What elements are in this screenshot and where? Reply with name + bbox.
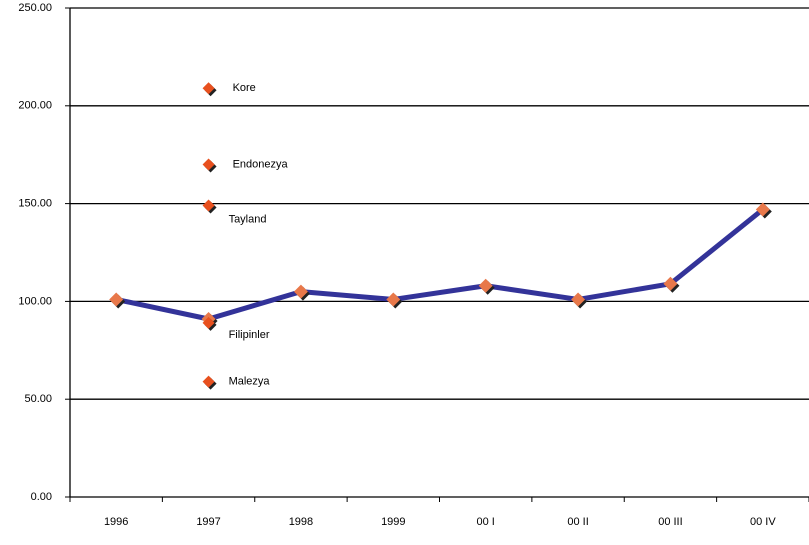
country-point bbox=[202, 82, 215, 95]
series-line bbox=[115, 207, 765, 322]
line-marker bbox=[755, 202, 770, 217]
point-label: Malezya bbox=[229, 376, 271, 388]
y-tick-label: 250.00 bbox=[18, 2, 52, 14]
y-tick-label: 150.00 bbox=[18, 198, 52, 210]
country-point bbox=[202, 158, 215, 171]
line-marker bbox=[386, 292, 401, 307]
point-label: Tayland bbox=[229, 213, 267, 225]
point-label: Kore bbox=[233, 82, 256, 94]
x-tick-label: 1999 bbox=[381, 516, 405, 528]
y-tick-label: 200.00 bbox=[18, 100, 52, 112]
line-marker bbox=[571, 292, 586, 307]
x-tick-label: 1996 bbox=[104, 516, 128, 528]
point-label: Endonezya bbox=[233, 158, 289, 170]
line-marker bbox=[478, 278, 493, 293]
x-tick-label: 00 IV bbox=[750, 516, 776, 528]
x-tick-label: 1998 bbox=[289, 516, 313, 528]
x-tick-label: 00 I bbox=[477, 516, 495, 528]
y-tick-label: 100.00 bbox=[18, 295, 52, 307]
country-point bbox=[202, 316, 215, 329]
y-tick-label: 50.00 bbox=[24, 393, 52, 405]
line-marker bbox=[109, 292, 124, 307]
x-tick-label: 00 III bbox=[658, 516, 682, 528]
country-point bbox=[202, 375, 215, 388]
x-tick-label: 00 II bbox=[567, 516, 588, 528]
line-marker bbox=[663, 276, 678, 291]
line-marker bbox=[293, 284, 308, 299]
point-label: Filipinler bbox=[229, 329, 270, 341]
country-point bbox=[202, 199, 215, 212]
x-tick-label: 1997 bbox=[196, 516, 220, 528]
y-tick-label: 0.00 bbox=[31, 491, 52, 503]
